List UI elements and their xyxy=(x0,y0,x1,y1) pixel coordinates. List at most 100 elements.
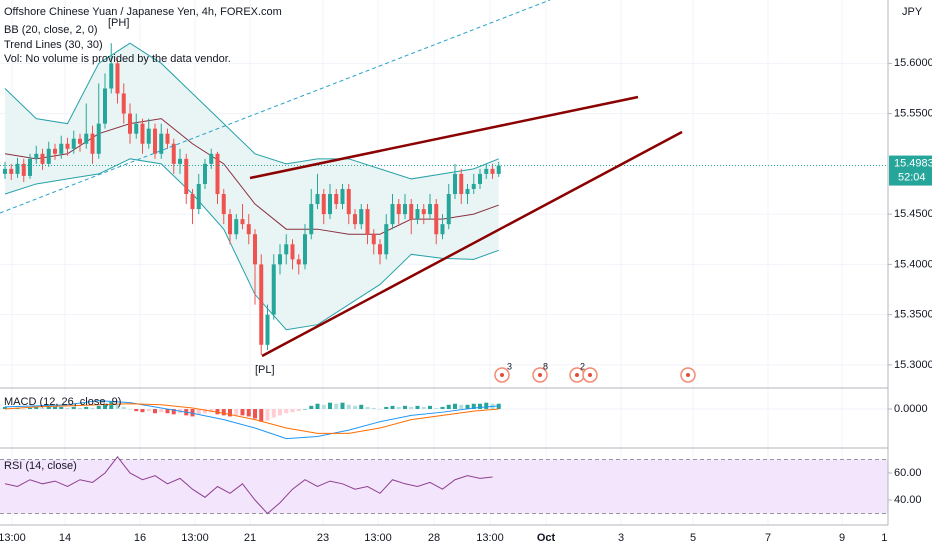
macd-histogram-bar xyxy=(303,409,307,410)
y-tick-label: 15.4500 xyxy=(894,208,932,220)
y-tick-label: 15.5500 xyxy=(894,107,932,119)
candle-body xyxy=(78,138,82,144)
candle-body xyxy=(21,163,26,176)
candle-body xyxy=(134,123,139,134)
candle-body xyxy=(34,153,39,159)
symbol-title: Offshore Chinese Yuan / Japanese Yen, 4h… xyxy=(4,6,282,18)
candle-body xyxy=(465,188,470,195)
macd-histogram-bar xyxy=(253,409,257,419)
macd-histogram-bar xyxy=(378,409,382,410)
macd-histogram-bar xyxy=(309,405,314,410)
x-tick-label: 7 xyxy=(765,532,771,544)
macd-histogram-bar xyxy=(328,402,332,410)
x-tick-label: 28 xyxy=(428,532,440,544)
x-tick-label: 13:00 xyxy=(364,532,392,544)
candle-body xyxy=(434,204,439,235)
candle-body xyxy=(209,153,214,164)
x-tick-label: Oct xyxy=(537,532,556,544)
candle-body xyxy=(409,204,414,220)
currency-label: JPY xyxy=(902,6,923,18)
candle-body xyxy=(115,63,120,94)
candle-body xyxy=(203,163,207,184)
macd-histogram-bar xyxy=(78,407,82,410)
candle-body xyxy=(9,168,14,174)
y-tick-label: 60.00 xyxy=(894,467,922,479)
candle-body xyxy=(140,123,145,144)
x-tick-label: 3 xyxy=(618,532,624,544)
macd-histogram-bar xyxy=(353,405,357,410)
candle-body xyxy=(221,194,226,215)
candle-body xyxy=(284,244,289,255)
panes: 13:00141613:00212313:002813:00Oct357913:… xyxy=(0,0,909,544)
dashed-trend-line xyxy=(0,0,551,214)
lower-trend-line xyxy=(261,130,683,358)
candle-body xyxy=(371,234,376,245)
macd-histogram-bar xyxy=(446,404,451,410)
candle-body xyxy=(278,254,282,265)
candle-body xyxy=(359,209,364,225)
legend-entry: BB (20, close, 2, 0) xyxy=(4,24,98,36)
macd-histogram-bar xyxy=(278,409,282,416)
candle-body xyxy=(90,133,95,154)
candle-body xyxy=(315,194,320,205)
candle-body xyxy=(353,214,357,225)
rsi-line xyxy=(4,455,493,515)
x-tick-label: 13:00 xyxy=(476,532,504,544)
macd-histogram-bar xyxy=(465,404,470,410)
macd-histogram-bar xyxy=(265,409,270,421)
candle-body xyxy=(440,224,445,235)
event-dot xyxy=(538,373,542,377)
rsi-band xyxy=(0,459,888,514)
candle-body xyxy=(365,209,370,235)
candle-body xyxy=(240,219,245,225)
candle-body xyxy=(28,158,32,176)
event-dot xyxy=(686,373,690,377)
macd-histogram-bar xyxy=(284,409,289,414)
candle-body xyxy=(328,194,332,215)
y-tick-label: 15.6000 xyxy=(894,57,932,69)
y-tick-label: 15.4000 xyxy=(894,258,932,270)
candle-body xyxy=(259,264,264,345)
macd-histogram-bar xyxy=(134,409,139,412)
bb-upper xyxy=(4,42,499,180)
macd-histogram-bar xyxy=(53,406,57,410)
candle-body xyxy=(484,168,489,174)
macd-histogram-bar xyxy=(415,405,420,410)
candle-body xyxy=(471,183,476,189)
macd-histogram-bar xyxy=(440,406,445,410)
candle-body xyxy=(396,204,401,215)
macd-histogram-bar xyxy=(28,407,32,410)
candle-body xyxy=(303,234,307,265)
candle-body xyxy=(421,209,426,215)
events: 3 8 2 xyxy=(494,361,696,383)
legend-entry: Vol: No volume is provided by the data v… xyxy=(4,53,231,65)
macd-histogram-bar xyxy=(190,409,195,417)
x-tick-label: 13:00 xyxy=(0,532,26,544)
candle-body xyxy=(390,204,395,225)
candle-body xyxy=(334,194,339,205)
candle-body xyxy=(159,133,164,154)
event-dot xyxy=(575,373,579,377)
candle-body xyxy=(265,314,270,345)
macd-histogram-bar xyxy=(90,407,95,410)
macd-histogram-bar xyxy=(34,406,39,410)
macd-histogram-bar xyxy=(334,403,339,410)
macd-histogram-bar xyxy=(359,404,364,410)
event-dot xyxy=(588,373,592,377)
candle-body xyxy=(121,93,126,114)
macd-histogram-bar xyxy=(396,406,401,410)
macd-histogram-bar xyxy=(71,406,76,410)
x-tick-label: 21 xyxy=(244,532,256,544)
macd-histogram-bar xyxy=(215,409,220,415)
legend-entry: Trend Lines (30, 30) xyxy=(4,39,103,51)
macd-histogram-bar xyxy=(121,406,126,410)
macd-histogram-bar xyxy=(203,409,207,414)
x-tick-label: 13:00 xyxy=(181,532,209,544)
macd-histogram-bar xyxy=(65,407,70,410)
macd-histogram-bar xyxy=(259,409,264,422)
x-tick-label: 5 xyxy=(690,532,696,544)
event-count: 8 xyxy=(543,361,548,371)
macd-histogram-bar xyxy=(409,406,414,410)
x-tick-label: 23 xyxy=(317,532,329,544)
macd-histogram-bar xyxy=(321,404,326,410)
